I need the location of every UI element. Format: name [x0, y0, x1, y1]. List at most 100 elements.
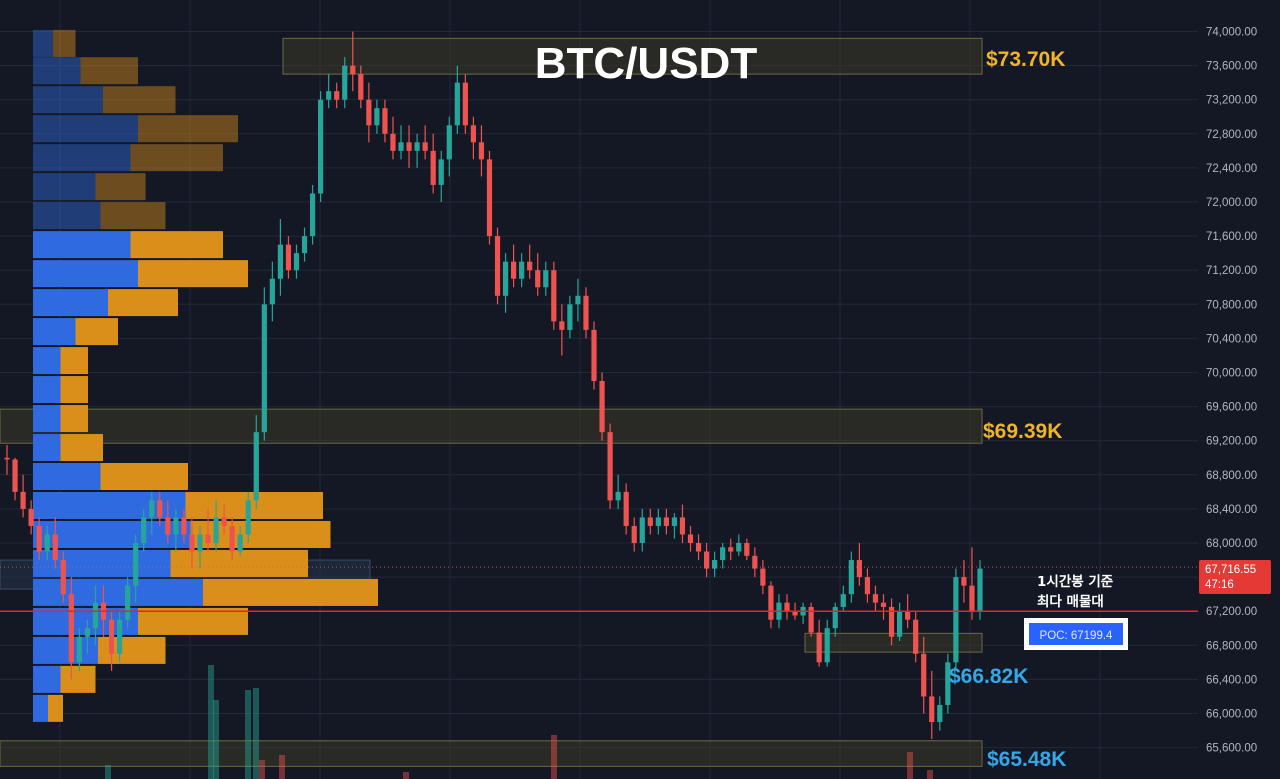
- candle-body: [929, 696, 935, 723]
- profile-sell-bar: [108, 289, 178, 317]
- candle-body: [872, 594, 879, 603]
- candle-body: [913, 619, 919, 654]
- profile-buy-bar: [33, 173, 96, 201]
- price-tick-label: 68,800.00: [1206, 470, 1257, 482]
- candle-body: [679, 517, 686, 535]
- candle-body: [390, 133, 396, 151]
- candle-body: [261, 304, 267, 433]
- profile-buy-bar: [33, 665, 61, 693]
- candle-body: [703, 551, 710, 569]
- price-tick-label: 66,400.00: [1206, 674, 1257, 686]
- candle-body: [712, 560, 718, 569]
- candle-body: [44, 534, 50, 552]
- candle-body: [478, 142, 485, 160]
- candle-body: [567, 304, 573, 330]
- price-tick-label: 73,600.00: [1206, 61, 1257, 73]
- candle-body: [108, 619, 115, 654]
- candle-body: [687, 534, 694, 543]
- price-tick-label: 66,000.00: [1206, 709, 1257, 721]
- candle-body: [213, 517, 219, 543]
- profile-sell-bar: [75, 318, 118, 346]
- profile-buy-bar: [33, 463, 101, 491]
- candle-body: [945, 662, 951, 705]
- profile-sell-bar: [48, 694, 63, 722]
- candle-body: [583, 295, 589, 330]
- candle-body: [422, 142, 428, 151]
- candle-body: [527, 261, 533, 271]
- candle-body: [856, 560, 862, 578]
- candle-body: [446, 125, 452, 160]
- price-tick-label: 70,800.00: [1206, 299, 1257, 311]
- poc-line-group: [0, 566, 1198, 613]
- candle-body: [671, 517, 678, 526]
- poc-note-line-1: 1시간봉 기준: [1037, 573, 1114, 590]
- price-axis[interactable]: 65,600.00 66,000.00 66,400.00 66,800.00 67,2…: [1198, 0, 1280, 779]
- candle-body: [269, 278, 275, 305]
- price-tick-label: 66,800.00: [1206, 640, 1257, 652]
- zone-label-65480: $65.48K: [987, 748, 1066, 771]
- volume-bar: [105, 765, 111, 779]
- volume-bar: [551, 735, 557, 779]
- candle-body: [470, 125, 476, 143]
- volume-bar: [259, 760, 265, 779]
- candle-body: [824, 628, 830, 663]
- volume-bars: [105, 665, 933, 779]
- candle-body: [607, 432, 613, 501]
- candle-body: [366, 99, 372, 126]
- candle-body: [350, 65, 356, 75]
- profile-buy-bar: [33, 260, 138, 288]
- candle-body: [197, 534, 203, 552]
- profile-buy-bar: [33, 318, 76, 346]
- candle-body: [301, 236, 308, 254]
- volume-bar: [253, 688, 259, 779]
- candle-body: [326, 91, 332, 100]
- profile-buy-bar: [33, 694, 48, 722]
- candle-body: [205, 534, 211, 543]
- candle-body: [905, 611, 911, 620]
- candle-body: [880, 602, 887, 607]
- candle-body: [623, 491, 629, 526]
- candle-body: [293, 253, 300, 271]
- profile-buy-bar: [33, 434, 61, 462]
- poc-label-fill: [1029, 623, 1123, 645]
- profile-sell-bar: [98, 636, 166, 664]
- candle-body: [551, 270, 557, 322]
- candle-body: [768, 585, 774, 620]
- candle-body: [663, 517, 669, 526]
- candle-body: [454, 82, 460, 126]
- profile-sell-bar: [100, 202, 166, 230]
- candle-body: [237, 534, 243, 552]
- candle-body: [647, 517, 653, 526]
- candle-body: [68, 594, 74, 663]
- candle-body: [318, 99, 324, 194]
- poc-note-line-2: 최다 매물대: [1037, 594, 1104, 610]
- profile-sell-bar: [53, 29, 76, 57]
- candle-body: [245, 500, 251, 535]
- profile-buy-bar: [33, 29, 53, 57]
- profile-buy-bar: [33, 144, 131, 172]
- poc-label: POC: 67199.4: [1040, 630, 1113, 642]
- profile-buy-bar: [33, 405, 61, 433]
- candle-body: [173, 517, 179, 535]
- profile-sell-bar: [100, 463, 188, 491]
- candle-body: [792, 611, 798, 616]
- candle-body: [76, 636, 82, 663]
- profile-buy-bar: [33, 289, 108, 317]
- profile-sell-bar: [130, 144, 223, 172]
- profile-sell-bar: [138, 260, 248, 288]
- candle-body: [502, 261, 509, 296]
- candle-body: [494, 236, 501, 296]
- candle-body: [20, 491, 26, 509]
- profile-sell-bar: [138, 115, 238, 143]
- candle-body: [615, 491, 621, 501]
- price-zone: [282, 37, 983, 75]
- candle-body: [189, 534, 195, 552]
- price-tick-label: 67,200.00: [1206, 606, 1257, 618]
- candle-body: [12, 459, 18, 492]
- profile-sell-bar: [170, 549, 308, 577]
- candle-body: [28, 508, 34, 526]
- candle-body: [438, 159, 444, 185]
- profile-sell-bar: [60, 347, 88, 375]
